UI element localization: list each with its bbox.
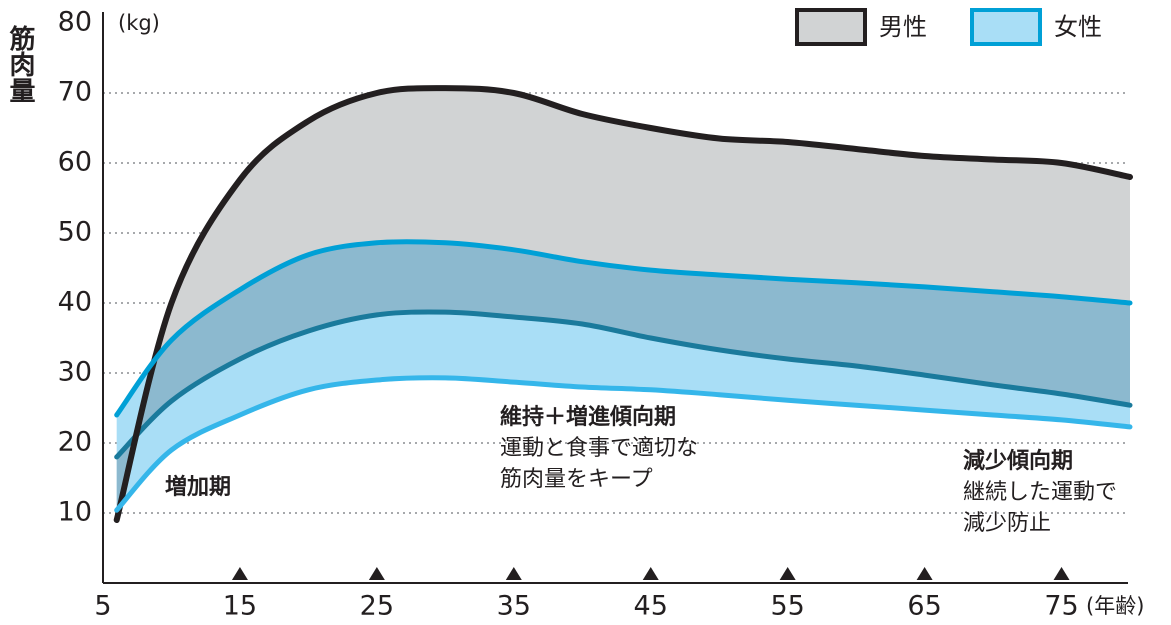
- x-tick-label: 75: [1044, 591, 1078, 622]
- y-tick-label: 50: [58, 217, 92, 248]
- annotation-text: 運動と食事で適切な: [500, 436, 698, 461]
- series-line: [114, 239, 1133, 418]
- series-line: [114, 375, 1133, 513]
- x-tick-label: 25: [360, 591, 394, 622]
- x-tick-marker: [642, 567, 659, 580]
- legend-swatch: [970, 8, 1042, 46]
- annotation-title: 減少傾向期: [963, 448, 1073, 474]
- x-tick-label: 35: [497, 591, 531, 622]
- y-tick-label: 60: [58, 147, 92, 178]
- x-tick-marker: [779, 567, 796, 580]
- y-axis-label: 筋肉量: [5, 24, 35, 103]
- series-line: [114, 309, 1133, 460]
- legend-swatch: [795, 8, 867, 46]
- y-tick-label: 40: [58, 287, 92, 318]
- y-tick-label: 20: [58, 427, 92, 458]
- y-axis-unit: (kg): [118, 11, 160, 35]
- x-tick-label: 45: [634, 591, 668, 622]
- x-tick-label: 55: [770, 591, 804, 622]
- legend-label: 男性: [879, 13, 927, 41]
- x-tick-marker: [505, 567, 522, 580]
- annotation-text: 継続した運動で: [963, 480, 1117, 505]
- annotation-text: 減少防止: [963, 511, 1051, 536]
- y-tick-label: 30: [58, 357, 92, 388]
- annotation-text: 筋肉量をキープ: [500, 467, 653, 492]
- y-tick-label: 70: [58, 77, 92, 108]
- legend-label: 女性: [1054, 13, 1102, 41]
- y-tick-label: 10: [58, 497, 92, 528]
- x-axis-unit: (年齢): [1086, 594, 1144, 618]
- x-tick-marker: [1053, 567, 1070, 580]
- y-tick-label: 80: [58, 7, 92, 38]
- annotation-title: 維持＋増進傾向期: [500, 404, 676, 430]
- x-tick-marker: [916, 567, 933, 580]
- x-tick-label: 15: [223, 591, 257, 622]
- x-tick-marker: [368, 567, 385, 580]
- annotation-title: 増加期: [165, 474, 231, 500]
- x-tick-label: 65: [907, 591, 941, 622]
- x-tick-marker: [231, 567, 248, 580]
- series-line: [113, 85, 1133, 523]
- overlap-band: [116, 241, 1130, 511]
- x-tick-label: 5: [94, 591, 111, 622]
